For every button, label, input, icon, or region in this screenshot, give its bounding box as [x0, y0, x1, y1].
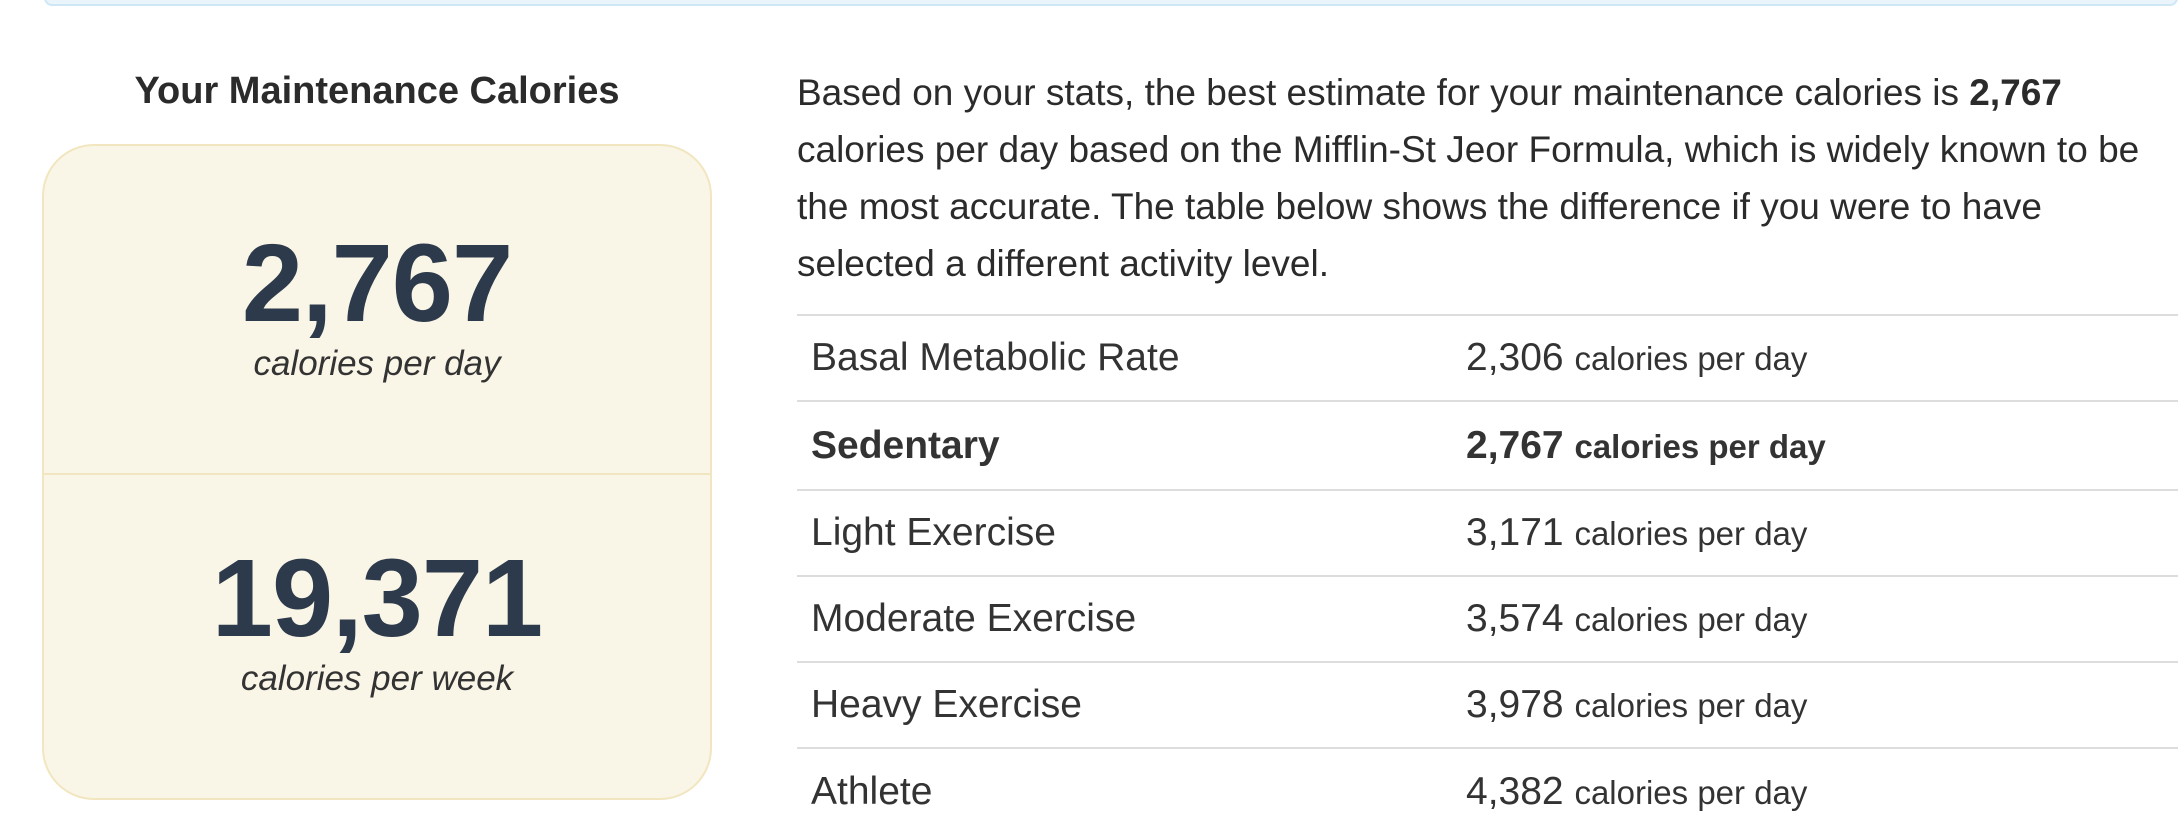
intro-text-start: Based on your stats, the best estimate f… — [797, 72, 1970, 113]
calorie-value: 2,306 — [1466, 336, 1564, 379]
calorie-unit: calories per day — [1574, 773, 1808, 811]
table-row: Light Exercise 3,171 calories per day — [797, 490, 2178, 576]
table-row-selected: Sedentary 2,767 calories per day — [797, 401, 2178, 490]
activity-level-table: Basal Metabolic Rate 2,306 calories per … — [797, 314, 2178, 834]
calorie-value: 3,574 — [1466, 597, 1564, 640]
results-intro: Based on your stats, the best estimate f… — [797, 64, 2178, 292]
table-row: Basal Metabolic Rate 2,306 calories per … — [797, 315, 2178, 401]
calorie-unit: calories per day — [1574, 515, 1808, 552]
daily-calories-value: 2,767 — [241, 222, 513, 345]
weekly-calories-value: 19,371 — [211, 537, 543, 660]
results-detail: Based on your stats, the best estimate f… — [797, 64, 2178, 834]
maintenance-summary: Your Maintenance Calories 2,767 calories… — [42, 60, 712, 800]
activity-label: Moderate Exercise — [811, 597, 1137, 640]
table-row: Moderate Exercise 3,574 calories per day — [797, 576, 2178, 662]
intro-highlight-value: 2,767 — [1969, 72, 2062, 113]
weekly-calories-section: 19,371 calories per week — [44, 473, 710, 798]
summary-heading: Your Maintenance Calories — [134, 70, 620, 112]
calorie-value: 3,978 — [1466, 683, 1564, 726]
daily-calories-unit: calories per day — [253, 344, 501, 383]
table-row: Heavy Exercise 3,978 calories per day — [797, 662, 2178, 748]
weekly-calories-unit: calories per week — [240, 659, 514, 698]
activity-label: Sedentary — [811, 423, 1000, 467]
calorie-value: 3,171 — [1466, 511, 1564, 554]
activity-label: Light Exercise — [811, 511, 1056, 554]
calorie-unit: calories per day — [1574, 427, 1826, 465]
activity-label: Athlete — [811, 769, 933, 813]
calorie-value-cell: 4,382 calories per day — [1466, 748, 2178, 834]
calorie-value-cell: 2,306 calories per day — [1466, 315, 2178, 401]
calorie-unit: calories per day — [1574, 340, 1808, 377]
activity-label: Heavy Exercise — [811, 683, 1082, 726]
calorie-value-cell: 3,978 calories per day — [1466, 662, 2178, 748]
activity-label: Basal Metabolic Rate — [811, 336, 1180, 379]
calorie-value-cell: 2,767 calories per day — [1466, 401, 2178, 490]
calorie-value-cell: 3,171 calories per day — [1466, 490, 2178, 576]
table-row: Athlete 4,382 calories per day — [797, 748, 2178, 834]
daily-calories-section: 2,767 calories per day — [44, 146, 710, 473]
calorie-card: 2,767 calories per day 19,371 calories p… — [42, 144, 712, 800]
calorie-value-cell: 3,574 calories per day — [1466, 576, 2178, 662]
calorie-unit: calories per day — [1574, 687, 1808, 724]
calorie-value: 4,382 — [1466, 769, 1564, 813]
calorie-unit: calories per day — [1574, 601, 1808, 638]
calorie-value: 2,767 — [1466, 423, 1564, 467]
info-banner — [44, 0, 2178, 6]
intro-text-end: calories per day based on the Mifflin-St… — [797, 129, 2140, 284]
